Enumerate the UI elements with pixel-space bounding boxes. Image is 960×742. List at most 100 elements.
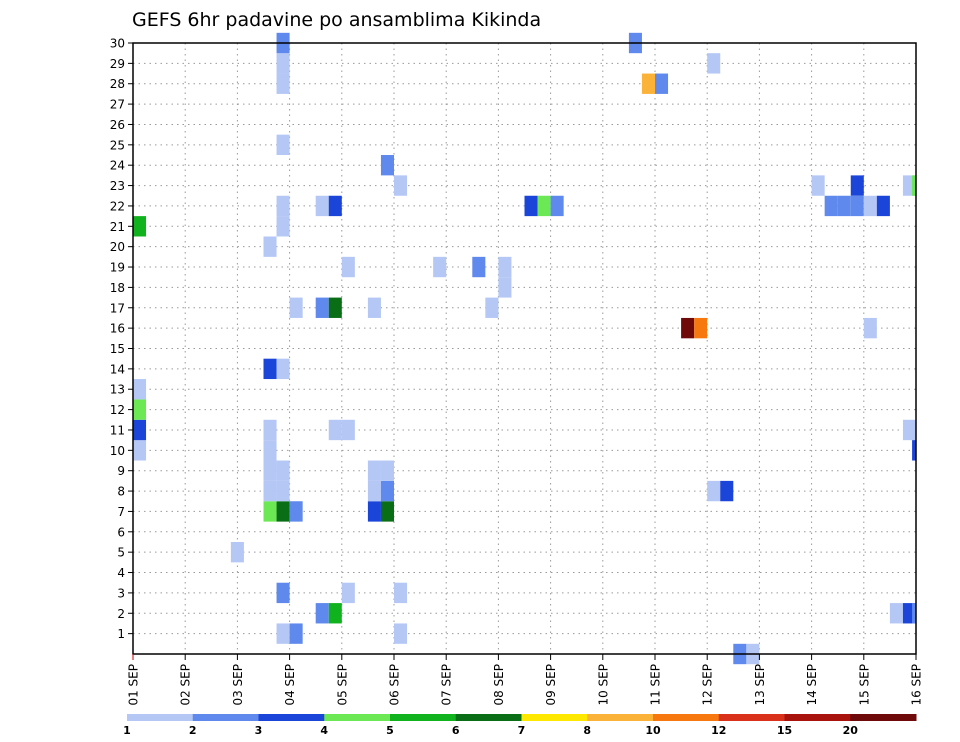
colorbar-segment	[521, 714, 588, 721]
data-cell	[889, 603, 903, 624]
y-tick-label: 24	[110, 159, 125, 173]
data-cell	[524, 195, 538, 217]
data-cell	[276, 195, 290, 217]
y-tick-label: 21	[110, 220, 125, 234]
data-cell	[263, 460, 277, 481]
colorbar-segment	[718, 714, 785, 721]
data-cell	[263, 419, 277, 441]
data-cell	[485, 297, 499, 318]
data-cell	[315, 603, 329, 624]
data-cell	[380, 460, 394, 481]
x-tick-label: 14 SEP	[805, 664, 819, 706]
x-tick-label: 06 SEP	[388, 664, 402, 706]
x-tick-label: 07 SEP	[440, 664, 454, 706]
data-cell	[341, 419, 355, 441]
data-cell	[276, 501, 290, 522]
data-cell	[394, 175, 408, 196]
data-cell	[367, 460, 381, 481]
data-cell	[537, 195, 551, 217]
colorbar: 1 2 3 4 5 6 7 8 10 12 15 20	[123, 714, 917, 737]
data-cell	[276, 582, 290, 604]
data-cell	[498, 256, 512, 278]
data-cell	[902, 419, 916, 441]
colorbar-segment	[784, 714, 851, 721]
x-tick-label: 02 SEP	[179, 664, 193, 706]
data-cell	[133, 440, 147, 461]
y-tick-label: 12	[110, 403, 125, 417]
data-cell	[276, 73, 290, 94]
x-tick-label: 16 SEP	[910, 664, 924, 706]
data-cell	[863, 195, 877, 217]
chart-title: GEFS 6hr padavine po ansamblima Kikinda	[132, 9, 541, 31]
y-tick-label: 28	[110, 77, 125, 91]
data-cell	[394, 582, 408, 604]
colorbar-label: 6	[452, 724, 460, 737]
colorbar-label: 10	[645, 724, 661, 737]
data-cell	[876, 195, 890, 217]
colorbar-label: 1	[123, 724, 131, 737]
data-cell	[811, 175, 825, 196]
data-cell	[289, 623, 303, 644]
y-tick-label: 15	[110, 342, 125, 356]
data-cell	[367, 501, 381, 522]
colorbar-segment	[258, 714, 325, 721]
data-cell	[315, 297, 329, 318]
y-tick-label: 20	[110, 240, 125, 254]
x-tick-label: 11 SEP	[649, 664, 663, 706]
y-tick-label: 25	[110, 138, 125, 152]
data-cell	[912, 440, 916, 461]
y-tick-label: 19	[110, 261, 125, 275]
data-cell	[707, 53, 721, 74]
colorbar-segment	[653, 714, 720, 721]
data-cell	[230, 541, 244, 563]
data-cell	[850, 195, 864, 217]
data-cell	[276, 460, 290, 481]
y-axis: 1234567891011121314151617181920212223242…	[110, 37, 133, 641]
y-tick-label: 11	[110, 423, 125, 437]
y-tick-label: 26	[110, 118, 125, 132]
data-cell	[863, 317, 877, 339]
data-cell	[328, 419, 342, 441]
data-cell	[328, 297, 342, 318]
y-tick-label: 29	[110, 57, 125, 71]
data-cell	[328, 603, 342, 624]
colorbar-label: 3	[255, 724, 263, 737]
colorbar-label: 20	[843, 724, 859, 737]
grid-layer	[132, 42, 917, 654]
data-cell	[837, 195, 851, 217]
data-cell	[380, 501, 394, 522]
y-tick-label: 18	[110, 281, 125, 295]
data-cell	[498, 277, 512, 298]
x-tick-label: 03 SEP	[231, 664, 245, 706]
x-tick-label: 05 SEP	[335, 664, 349, 706]
colorbar-label: 12	[711, 724, 726, 737]
data-cell	[394, 623, 408, 644]
data-cell	[550, 195, 564, 217]
data-cell	[380, 480, 394, 502]
colorbar-label: 5	[386, 724, 394, 737]
x-axis: 01 SEP 02 SEP 03 SEP 04 SEP 05 SEP 06 SEP 07 S…	[127, 654, 924, 706]
y-tick-label: 9	[117, 464, 125, 478]
colorbar-label: 2	[189, 724, 197, 737]
data-cell	[263, 358, 277, 380]
data-cell	[694, 317, 708, 339]
data-cell	[289, 297, 303, 318]
data-cell	[824, 195, 838, 217]
y-tick-label: 7	[117, 505, 125, 519]
x-tick-label: 12 SEP	[701, 664, 715, 706]
data-cell	[263, 480, 277, 502]
data-cell	[912, 603, 916, 624]
data-cell	[263, 440, 277, 461]
x-tick-label: 13 SEP	[753, 664, 767, 706]
data-cell	[850, 175, 864, 196]
data-cell	[707, 480, 721, 502]
colorbar-label: 4	[320, 724, 328, 737]
x-tick-label: 15 SEP	[857, 664, 871, 706]
data-cell	[263, 236, 277, 257]
data-cell	[276, 480, 290, 502]
data-cell	[641, 73, 655, 94]
y-tick-label: 16	[110, 322, 125, 336]
y-tick-label: 23	[110, 179, 125, 193]
data-cell	[133, 216, 147, 237]
